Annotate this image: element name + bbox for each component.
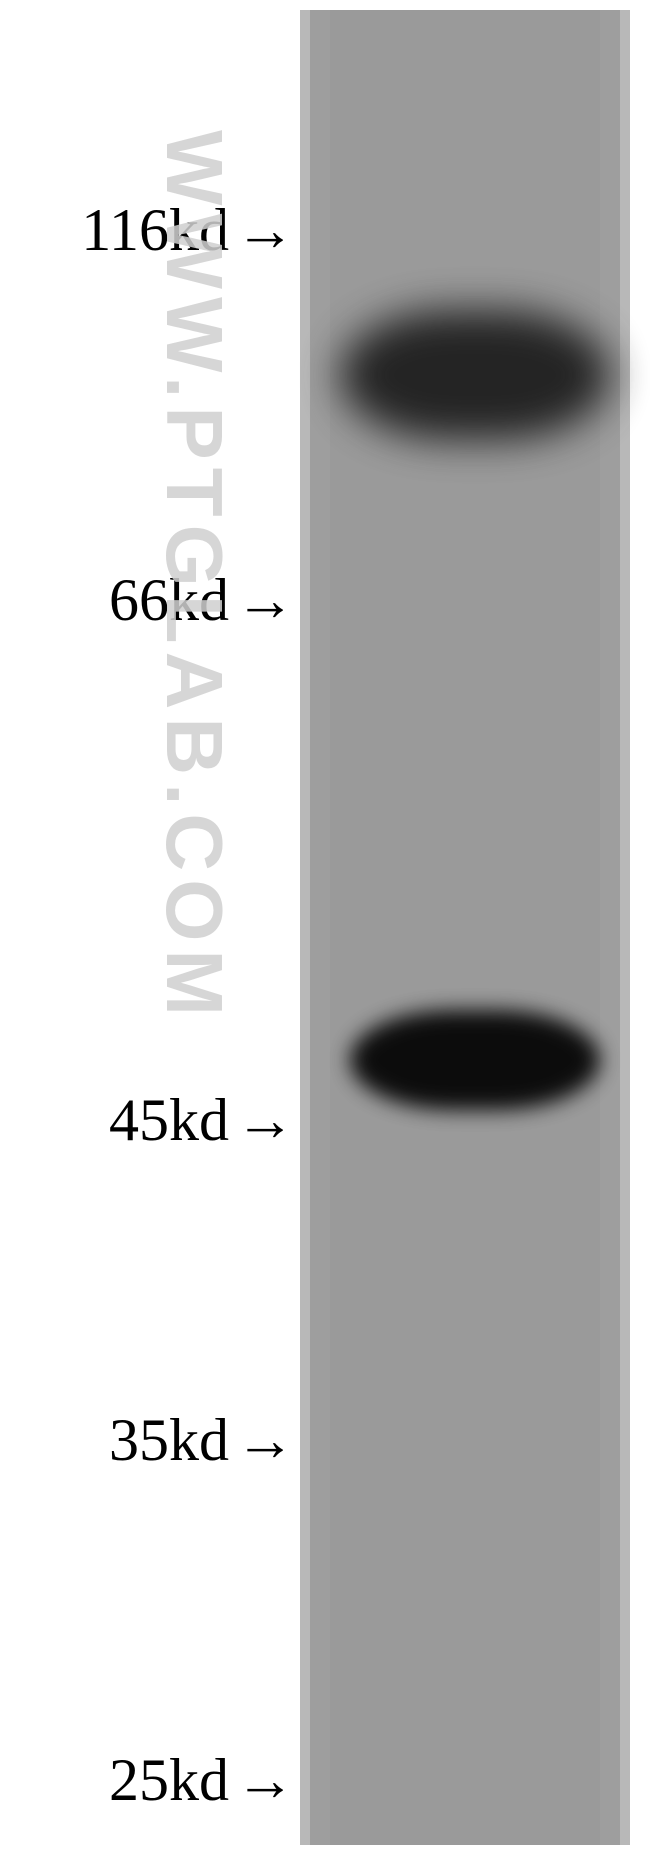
mw-marker-label: 45kd xyxy=(109,1086,229,1155)
mw-marker-label: 25kd xyxy=(109,1746,229,1815)
gel-lane xyxy=(330,10,600,1845)
arrow-right-icon: → xyxy=(235,1086,295,1155)
mw-marker-35kd: 35kd→ xyxy=(0,1410,295,1470)
mw-marker-label: 66kd xyxy=(109,566,229,635)
mw-marker-label: 116kd xyxy=(81,196,229,265)
protein-band-1 xyxy=(350,1010,600,1110)
protein-band-0 xyxy=(340,310,610,440)
mw-marker-25kd: 25kd→ xyxy=(0,1750,295,1810)
mw-marker-label: 35kd xyxy=(109,1406,229,1475)
mw-marker-45kd: 45kd→ xyxy=(0,1090,295,1150)
mw-marker-116kd: 116kd→ xyxy=(0,200,295,260)
arrow-right-icon: → xyxy=(235,566,295,635)
arrow-right-icon: → xyxy=(235,196,295,265)
western-blot-lane xyxy=(300,10,630,1845)
lane-border-left xyxy=(300,10,310,1845)
arrow-right-icon: → xyxy=(235,1406,295,1475)
mw-marker-66kd: 66kd→ xyxy=(0,570,295,630)
arrow-right-icon: → xyxy=(235,1746,295,1815)
lane-border-right xyxy=(620,10,630,1845)
